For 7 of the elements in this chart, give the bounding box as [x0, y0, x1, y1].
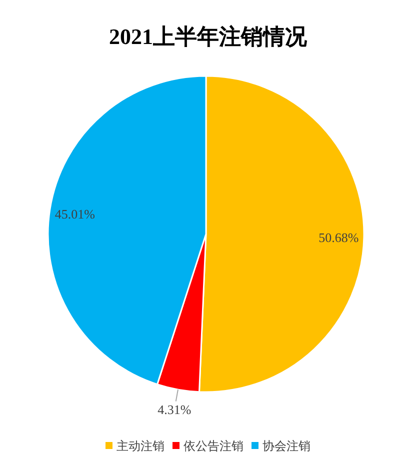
data-label: 45.01%: [54, 206, 96, 222]
data-label: 4.31%: [158, 402, 192, 418]
legend-label: 主动注销: [116, 439, 164, 453]
legend-label: 依公告注销: [184, 439, 244, 453]
legend-label: 协会注销: [262, 439, 310, 453]
data-label: 50.68%: [318, 230, 359, 245]
chart-title: 2021上半年注销情况: [109, 24, 308, 49]
